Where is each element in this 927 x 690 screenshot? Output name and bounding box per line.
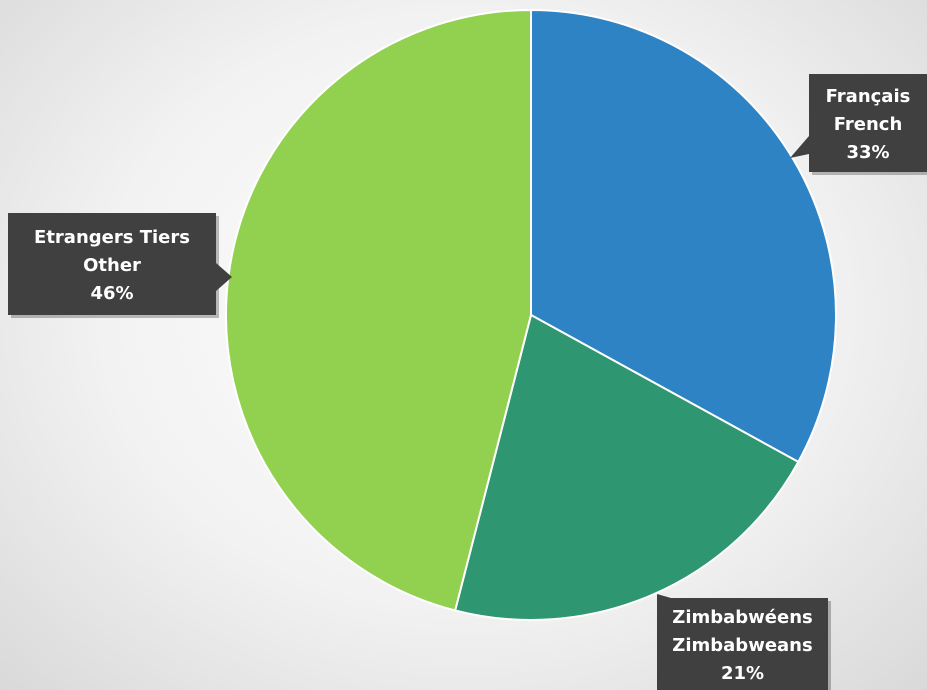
callout-pointer bbox=[216, 263, 232, 291]
callout-pointer bbox=[790, 136, 809, 158]
callout-value: 33% bbox=[846, 142, 889, 163]
callout-value: 21% bbox=[721, 663, 764, 684]
callout-label-fr: Zimbabwéens bbox=[672, 607, 812, 628]
callout-zimbabweans: Zimbabwéens Zimbabweans 21% bbox=[657, 594, 831, 690]
callout-value: 46% bbox=[90, 283, 133, 304]
pie-slice-french bbox=[530, 8, 837, 464]
callout-other: Etrangers Tiers Other 46% bbox=[8, 213, 232, 318]
pie-slice-zimbabweans bbox=[453, 313, 800, 621]
callout-french: Français French 33% bbox=[790, 74, 927, 175]
pie-callouts: Français French 33% Zimbabwéens Zimbabweans 2… bbox=[8, 74, 927, 690]
callout-box bbox=[8, 213, 216, 315]
callout-box bbox=[657, 598, 828, 690]
callout-label-en: Zimbabweans bbox=[672, 635, 812, 656]
callout-box bbox=[809, 74, 927, 172]
callout-label-fr: Français bbox=[826, 86, 911, 107]
callout-label-en: French bbox=[834, 114, 903, 135]
callout-label-en: Other bbox=[83, 255, 141, 276]
callout-label-fr: Etrangers Tiers bbox=[34, 227, 190, 248]
pie-slices bbox=[225, 8, 837, 621]
